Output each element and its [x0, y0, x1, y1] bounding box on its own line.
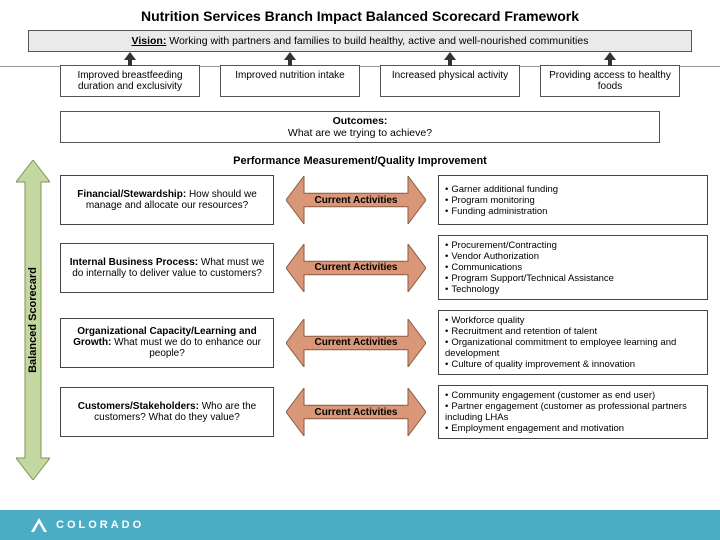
bullet-item: Technology [445, 284, 701, 295]
perspective-title: Internal Business Process: [70, 257, 198, 268]
outcome-box-text: Providing access to healthy foods [549, 70, 671, 92]
bullet-item: Employment engagement and motivation [445, 423, 701, 434]
vision-text: Working with partners and families to bu… [169, 35, 588, 47]
current-activities-label: Current Activities [315, 195, 398, 206]
bullet-item: Program Support/Technical Assistance [445, 273, 701, 284]
bullet-item: Communications [445, 262, 701, 273]
bullets-box: Garner additional fundingProgram monitor… [438, 175, 708, 225]
outcome-boxes-row: Improved breastfeeding duration and excl… [60, 65, 680, 97]
arrow-up-icon [284, 52, 296, 66]
bullet-item: Partner engagement (customer as professi… [445, 401, 701, 423]
footer-state-text: COLORADO [56, 519, 144, 531]
bullet-item: Workforce quality [445, 315, 701, 326]
sidebar-label: Balanced Scorecard [27, 267, 39, 373]
perspective-box: Internal Business Process: What must we … [60, 243, 274, 293]
perspective-box: Financial/Stewardship: How should we man… [60, 175, 274, 225]
bullet-item: Procurement/Contracting [445, 240, 701, 251]
perspective-text: What must we do to enhance our people? [114, 337, 261, 359]
current-activities-arrow: Current Activities [286, 243, 426, 293]
perspective-title: Financial/Stewardship: [77, 189, 186, 200]
perspective-box: Organizational Capacity/Learning and Gro… [60, 318, 274, 368]
current-activities-arrow: Current Activities [286, 175, 426, 225]
outcomes-header-sub: What are we trying to achieve? [61, 127, 659, 139]
bullet-item: Organizational commitment to employee le… [445, 337, 701, 359]
outcomes-header-box: Outcomes: What are we trying to achieve? [60, 111, 660, 143]
perspectives-grid: Financial/Stewardship: How should we man… [60, 175, 700, 439]
outcome-box: Increased physical activity [380, 65, 520, 97]
current-activities-label: Current Activities [315, 407, 398, 418]
bullet-item: Community engagement (customer as end us… [445, 390, 701, 401]
bullet-item: Culture of quality improvement & innovat… [445, 359, 701, 370]
outcome-box-text: Increased physical activity [392, 70, 508, 81]
page-title: Nutrition Services Branch Impact Balance… [0, 0, 720, 30]
bullets-box: Workforce qualityRecruitment and retenti… [438, 310, 708, 375]
current-activities-label: Current Activities [315, 262, 398, 273]
footer-logo: COLORADO [28, 514, 144, 536]
current-activities-arrow: Current Activities [286, 387, 426, 437]
vision-label: Vision: [132, 35, 167, 47]
perspective-title: Customers/Stakeholders: [78, 401, 199, 412]
outcome-box-text: Improved breastfeeding duration and excl… [77, 70, 182, 92]
bullet-item: Program monitoring [445, 195, 701, 206]
arrow-up-icon [124, 52, 136, 66]
bullet-item: Vendor Authorization [445, 251, 701, 262]
outcome-box: Improved nutrition intake [220, 65, 360, 97]
bullets-box: Procurement/ContractingVendor Authorizat… [438, 235, 708, 300]
bullet-item: Garner additional funding [445, 184, 701, 195]
footer-bar: COLORADO [0, 510, 720, 540]
current-activities-arrow: Current Activities [286, 318, 426, 368]
bullet-item: Recruitment and retention of talent [445, 326, 701, 337]
vision-box: Vision: Working with partners and famili… [28, 30, 692, 52]
outcome-box: Providing access to healthy foods [540, 65, 680, 97]
arrow-up-icon [444, 52, 456, 66]
arrow-up-icon [604, 52, 616, 66]
sidebar-arrow: Balanced Scorecard [16, 160, 50, 480]
current-activities-label: Current Activities [315, 337, 398, 348]
outcome-box: Improved breastfeeding duration and excl… [60, 65, 200, 97]
pmqi-label: Performance Measurement/Quality Improvem… [0, 155, 720, 167]
outcomes-header-title: Outcomes: [61, 115, 659, 127]
colorado-logo-icon [28, 514, 50, 536]
bullet-item: Funding administration [445, 206, 701, 217]
perspective-box: Customers/Stakeholders: Who are the cust… [60, 387, 274, 437]
outcome-box-text: Improved nutrition intake [235, 70, 345, 81]
bullets-box: Community engagement (customer as end us… [438, 385, 708, 439]
